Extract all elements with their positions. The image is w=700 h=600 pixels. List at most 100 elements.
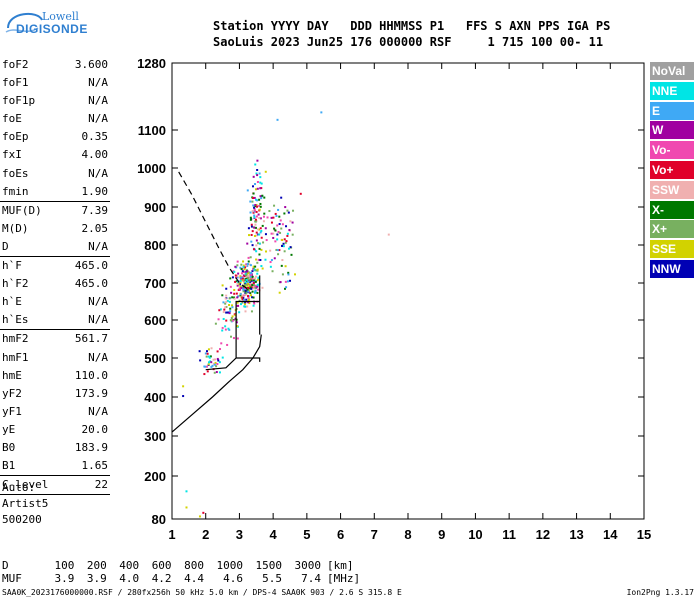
echo-point — [237, 281, 240, 284]
y-tick-label: 900 — [144, 200, 166, 215]
echo-point — [234, 274, 237, 277]
x-tick-label: 10 — [468, 527, 482, 542]
param-value: 3.600 — [74, 58, 108, 71]
echo-point — [278, 291, 281, 294]
param-row: yF2 173.9 — [0, 385, 110, 403]
echo-point — [253, 214, 256, 217]
echo-point — [252, 268, 255, 271]
echo-point — [246, 242, 249, 245]
echo-point — [387, 233, 390, 236]
x-tick-label: 12 — [536, 527, 550, 542]
echo-point — [236, 274, 239, 277]
echo-point — [255, 250, 258, 253]
echo-point — [213, 371, 216, 374]
echo-point — [243, 278, 246, 281]
echo-point — [205, 355, 208, 358]
x-tick-label: 5 — [303, 527, 310, 542]
echo-point — [245, 283, 248, 286]
param-value: N/A — [88, 76, 108, 90]
echo-point — [255, 210, 258, 213]
legend-item-sse-9: SSE — [650, 240, 694, 259]
echo-point — [252, 265, 255, 268]
echo-point — [280, 264, 283, 267]
echo-point — [258, 172, 261, 175]
echo-point — [261, 267, 264, 270]
echo-point — [244, 305, 247, 308]
echo-point — [254, 265, 257, 268]
echo-point — [255, 205, 258, 208]
echo-point — [253, 268, 256, 271]
d-values-cell: 200 — [86, 559, 107, 572]
echo-point — [259, 187, 262, 190]
echo-point — [251, 275, 254, 278]
echo-point — [225, 311, 228, 314]
echo-point — [276, 238, 279, 241]
param-value: N/A — [88, 94, 108, 108]
echo-point — [199, 359, 202, 362]
echo-point — [260, 197, 263, 200]
echo-point — [236, 325, 239, 328]
artist-code: 500200 — [2, 513, 42, 526]
echo-point — [228, 297, 231, 300]
echo-point — [275, 214, 278, 217]
d-values-cell: 800 — [184, 559, 204, 572]
echo-point — [221, 329, 224, 332]
muf-unit: [MHz] — [326, 572, 361, 585]
echo-point — [260, 265, 263, 268]
echo-point — [256, 269, 259, 272]
echo-point — [249, 292, 252, 295]
echo-point — [254, 163, 257, 166]
y-tick-label: 300 — [144, 429, 166, 444]
y-tick-label: 1100 — [138, 123, 166, 138]
x-tick-label: 1 — [168, 527, 175, 542]
echo-point — [239, 276, 242, 279]
echo-point — [251, 197, 254, 200]
d-unit: [km] — [326, 559, 354, 572]
echo-point — [233, 270, 236, 273]
echo-point — [236, 276, 239, 279]
d-values-cell: 600 — [151, 559, 172, 572]
y-tick-label: 500 — [144, 351, 166, 366]
echo-point — [284, 280, 287, 283]
echo-point — [246, 305, 249, 308]
echo-point — [231, 276, 234, 279]
legend-item-w-3: W — [650, 121, 694, 140]
echo-point — [268, 210, 271, 213]
legend-item-vo-5: Vo+ — [650, 160, 694, 179]
echo-point — [203, 373, 206, 376]
echo-point — [241, 294, 244, 297]
echo-point — [247, 296, 250, 299]
echo-point — [227, 327, 230, 330]
echo-point — [285, 240, 288, 243]
x-tick-label: 4 — [270, 527, 278, 542]
param-label: foEp — [2, 130, 29, 144]
logo-lowell: Lowell — [42, 10, 79, 23]
param-value: 561.7 — [74, 332, 108, 346]
echo-point — [246, 189, 249, 192]
param-row: fmin 1.90 — [0, 183, 110, 201]
echo-point — [214, 358, 217, 361]
echo-point — [236, 283, 239, 286]
echo-point — [275, 248, 278, 251]
echo-point — [244, 266, 247, 269]
echo-point — [255, 239, 258, 242]
d-label: D — [2, 559, 9, 572]
echo-point — [256, 169, 259, 172]
echo-point — [252, 204, 255, 207]
echo-point — [215, 371, 218, 374]
echo-point — [292, 209, 295, 212]
echo-point — [281, 223, 284, 226]
param-value: 183.9 — [74, 440, 108, 454]
param-value: 173.9 — [74, 386, 108, 400]
param-label: fmin — [2, 184, 29, 198]
param-row: D N/A — [0, 238, 110, 256]
param-label: C-level — [2, 478, 49, 492]
echo-point — [228, 328, 231, 331]
param-separator — [0, 256, 110, 258]
echo-point — [233, 296, 236, 299]
echo-point — [242, 279, 245, 282]
param-label: yF2 — [2, 386, 22, 400]
param-value: 20.0 — [81, 422, 109, 436]
echo-point — [247, 301, 250, 304]
echo-point — [257, 213, 260, 216]
